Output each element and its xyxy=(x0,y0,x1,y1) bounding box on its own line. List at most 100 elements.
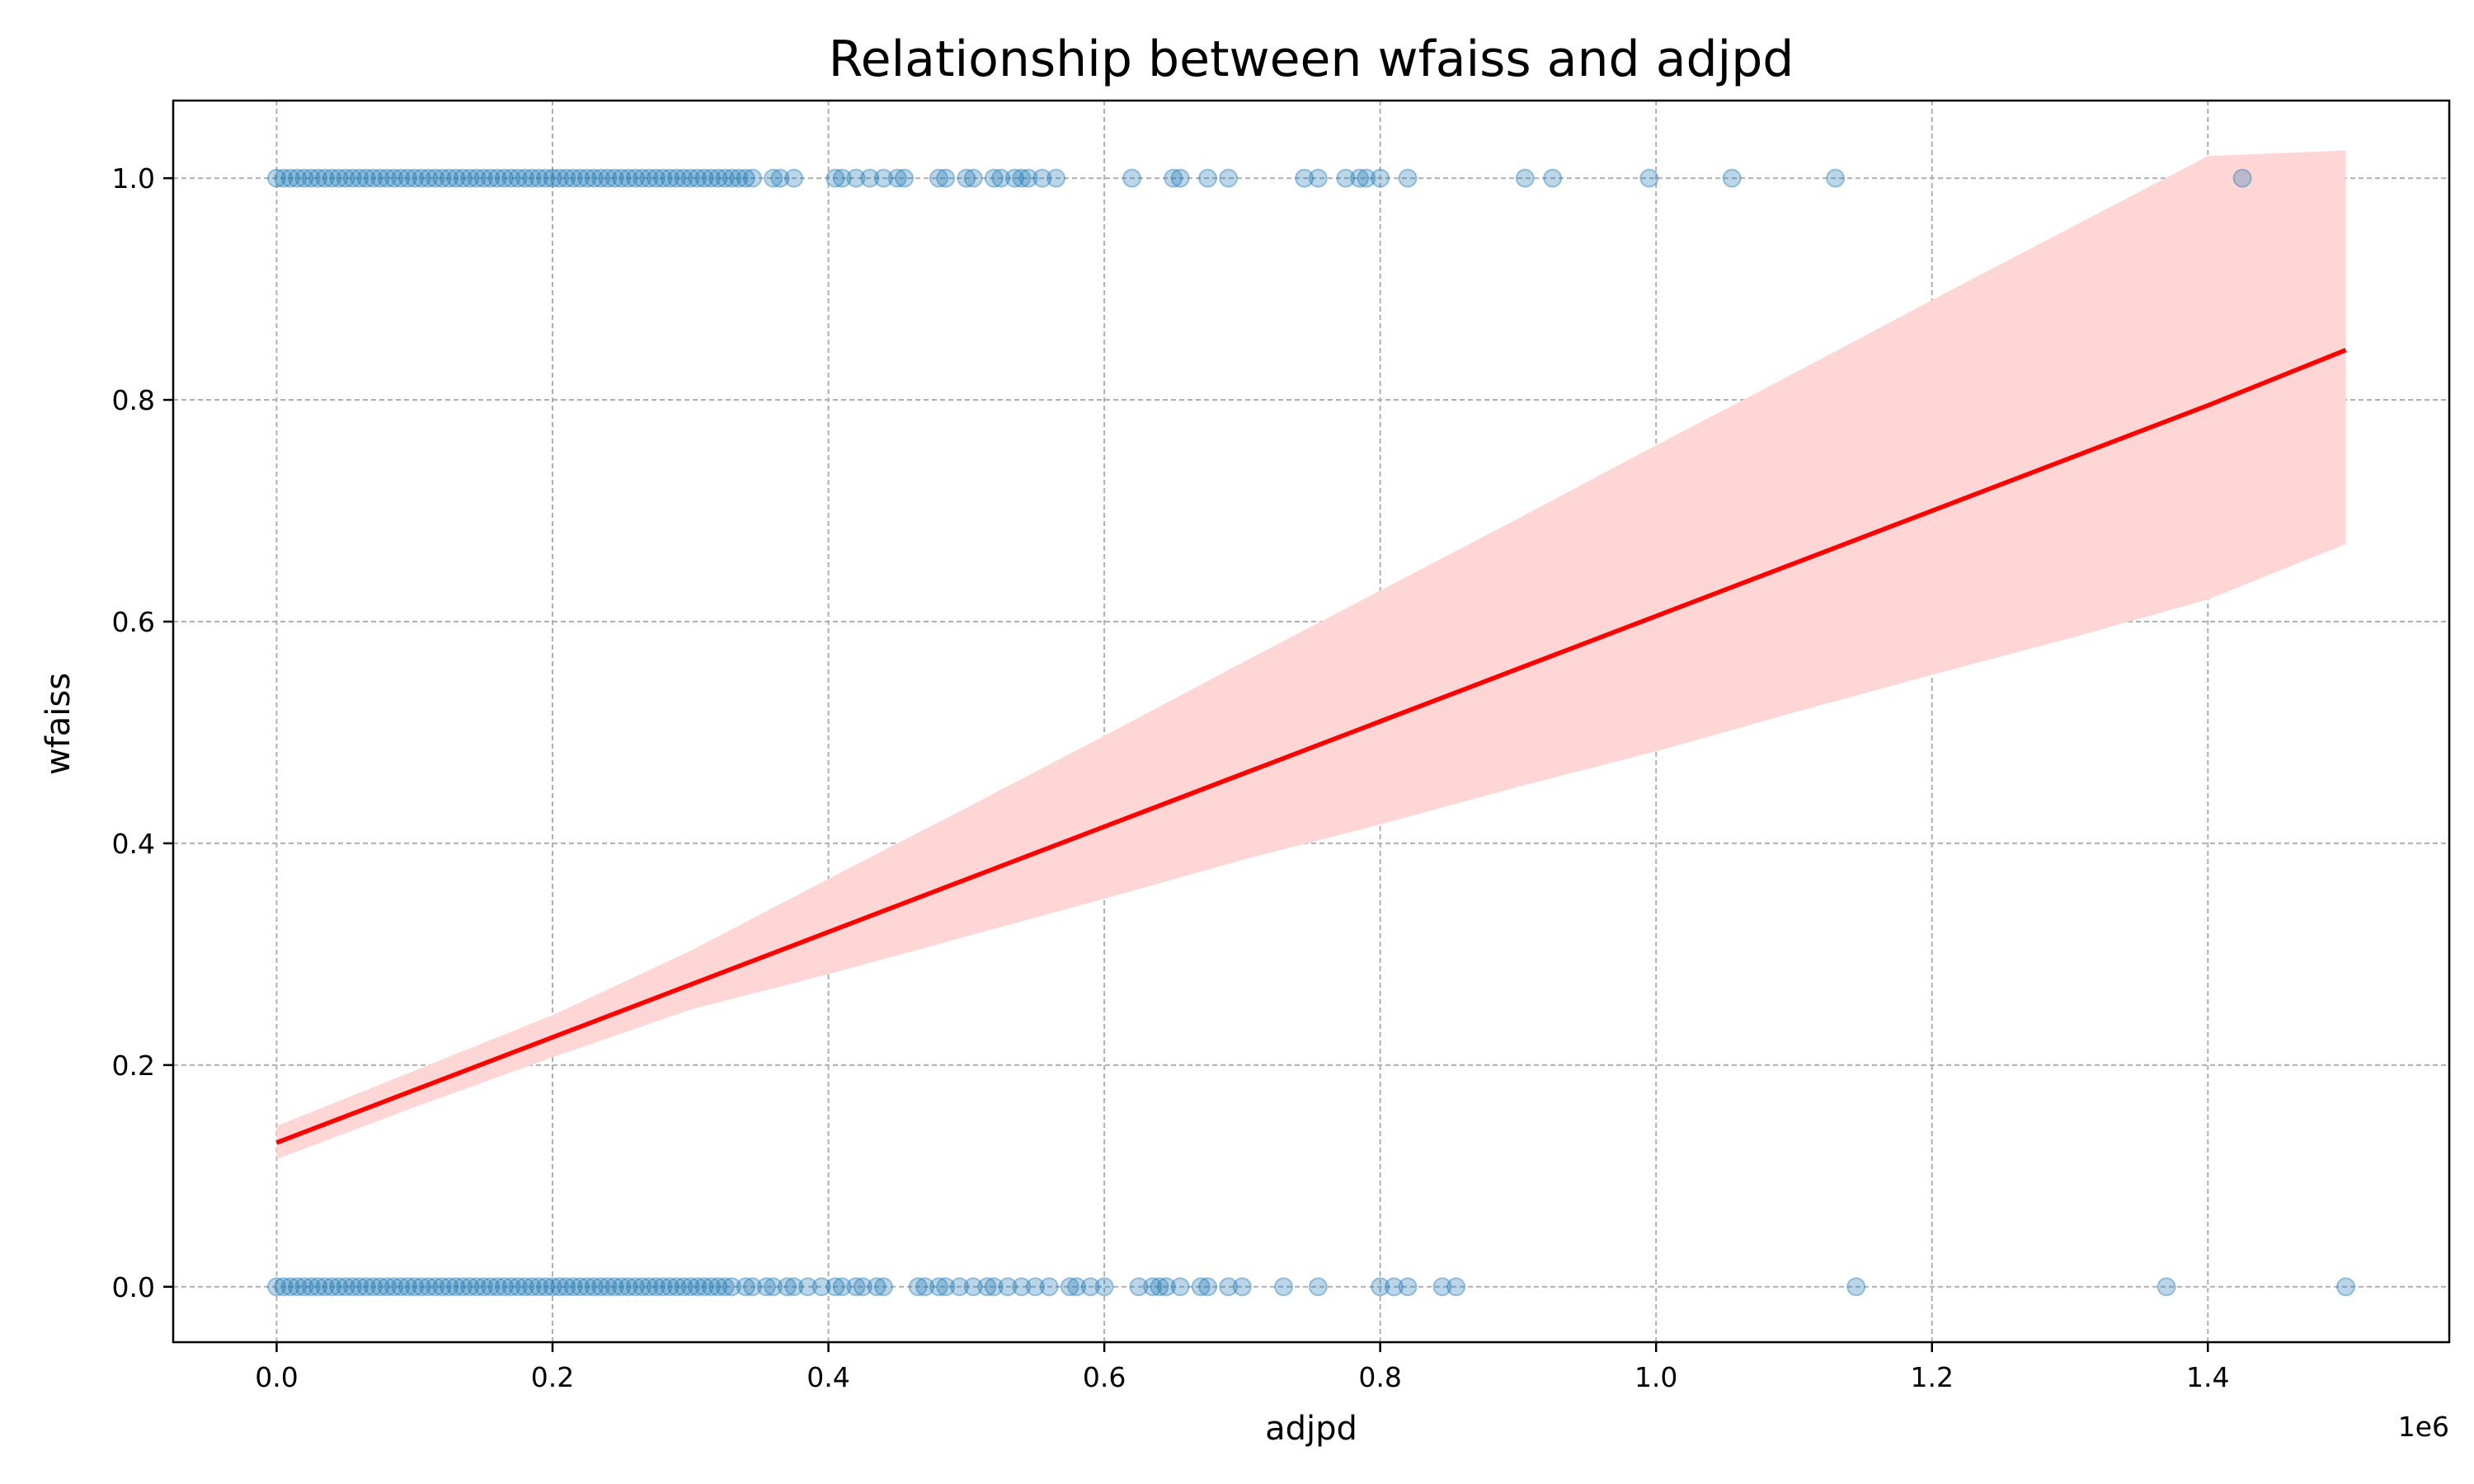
x-tick-label: 0.4 xyxy=(807,1361,849,1393)
x-tick-label: 0.6 xyxy=(1083,1361,1126,1393)
data-point-y1 xyxy=(633,168,652,188)
data-point-y1 xyxy=(274,168,294,188)
y-axis-ticks: 0.0 0.2 0.4 0.6 0.8 1.0 xyxy=(112,162,173,1303)
data-point-y1 xyxy=(936,168,956,188)
x-tick-label: 0.8 xyxy=(1358,1361,1401,1393)
data-point-y1 xyxy=(426,168,445,188)
data-point-y0 xyxy=(908,1277,928,1297)
data-point-y0 xyxy=(487,1277,507,1297)
x-tick-label: 1.4 xyxy=(2186,1361,2229,1393)
data-point-y0 xyxy=(412,1277,431,1297)
data-point-y0 xyxy=(557,1277,576,1297)
data-point-y0 xyxy=(391,1277,411,1297)
y-axis-label: wfaiss xyxy=(40,673,78,775)
data-point-y1 xyxy=(1308,168,1328,188)
data-point-y1 xyxy=(356,168,376,188)
y-tick-label: 0.6 xyxy=(112,606,155,638)
data-point-y0 xyxy=(370,1277,390,1297)
data-point-y1 xyxy=(440,168,459,188)
data-point-y0 xyxy=(832,1277,852,1297)
data-point-y0 xyxy=(949,1277,969,1297)
data-point-y1 xyxy=(487,168,507,188)
data-point-y0 xyxy=(1156,1277,1176,1297)
data-point-y0 xyxy=(508,1277,528,1297)
data-point-y0 xyxy=(1094,1277,1114,1297)
data-point-y1 xyxy=(674,168,694,188)
data-point-y0 xyxy=(364,1277,383,1297)
data-point-y0 xyxy=(653,1277,673,1297)
data-point-y0 xyxy=(1129,1277,1149,1297)
data-point-y1 xyxy=(688,168,708,188)
data-point-y1 xyxy=(370,168,390,188)
data-point-y1 xyxy=(1164,168,1183,188)
data-point-y0 xyxy=(591,1277,611,1297)
data-point-y1 xyxy=(405,168,425,188)
data-point-y1 xyxy=(860,168,880,188)
data-point-y0 xyxy=(915,1277,935,1297)
data-point-y1 xyxy=(529,168,548,188)
data-point-y0 xyxy=(1025,1277,1045,1297)
data-point-y0 xyxy=(473,1277,493,1297)
data-point-y1 xyxy=(549,168,569,188)
data-point-y0 xyxy=(529,1277,548,1297)
data-point-y0 xyxy=(440,1277,459,1297)
data-point-y1 xyxy=(1219,168,1239,188)
data-point-y0 xyxy=(405,1277,425,1297)
data-point-y1 xyxy=(329,168,349,188)
data-point-y1 xyxy=(412,168,431,188)
y-tick-label: 0.0 xyxy=(112,1271,155,1303)
data-point-y0 xyxy=(280,1277,300,1297)
data-point-y0 xyxy=(722,1277,741,1297)
data-point-y0 xyxy=(467,1277,487,1297)
y-tick-label: 0.4 xyxy=(112,828,155,860)
data-point-y0 xyxy=(674,1277,694,1297)
data-point-y0 xyxy=(336,1277,355,1297)
data-point-y1 xyxy=(612,168,632,188)
data-point-y1 xyxy=(660,168,680,188)
data-point-y1 xyxy=(543,168,562,188)
data-point-y1 xyxy=(963,168,983,188)
chart-title: Relationship between wfaiss and adjpd xyxy=(829,31,1794,88)
data-point-y1 xyxy=(308,168,328,188)
data-points-layer xyxy=(266,168,2356,1297)
data-point-y1 xyxy=(1350,168,1370,188)
confidence-band xyxy=(276,150,2346,1160)
data-point-y1 xyxy=(895,168,915,188)
data-point-y0 xyxy=(570,1277,590,1297)
data-point-y0 xyxy=(936,1277,956,1297)
y-tick-label: 0.8 xyxy=(112,384,155,416)
data-point-y0 xyxy=(501,1277,521,1297)
data-point-y1 xyxy=(1018,168,1038,188)
data-point-y0 xyxy=(549,1277,569,1297)
data-point-y0 xyxy=(329,1277,349,1297)
data-point-y0 xyxy=(350,1277,369,1297)
data-point-y1 xyxy=(280,168,300,188)
data-point-y1 xyxy=(764,168,783,188)
data-point-y1 xyxy=(397,168,417,188)
data-point-y0 xyxy=(680,1277,700,1297)
data-point-y0 xyxy=(453,1277,473,1297)
data-point-y1 xyxy=(473,168,493,188)
data-point-y0 xyxy=(784,1277,804,1297)
data-point-y1 xyxy=(322,168,341,188)
data-point-y1 xyxy=(729,168,749,188)
data-point-y0 xyxy=(377,1277,397,1297)
data-point-y1 xyxy=(701,168,721,188)
data-point-y0 xyxy=(563,1277,583,1297)
data-point-y1 xyxy=(770,168,790,188)
data-point-y1 xyxy=(508,168,528,188)
data-point-y1 xyxy=(957,168,976,188)
data-point-y1 xyxy=(384,168,404,188)
data-point-y0 xyxy=(577,1277,597,1297)
data-point-y1 xyxy=(929,168,948,188)
data-point-y0 xyxy=(1432,1277,1452,1297)
data-point-y1 xyxy=(266,168,286,188)
data-point-y1 xyxy=(1398,168,1418,188)
data-point-y1 xyxy=(494,168,514,188)
data-point-y1 xyxy=(1543,168,1563,188)
data-point-y0 xyxy=(1191,1277,1211,1297)
data-point-y1 xyxy=(1826,168,1846,188)
data-point-y0 xyxy=(460,1277,480,1297)
data-point-y0 xyxy=(543,1277,562,1297)
data-point-y0 xyxy=(1170,1277,1190,1297)
